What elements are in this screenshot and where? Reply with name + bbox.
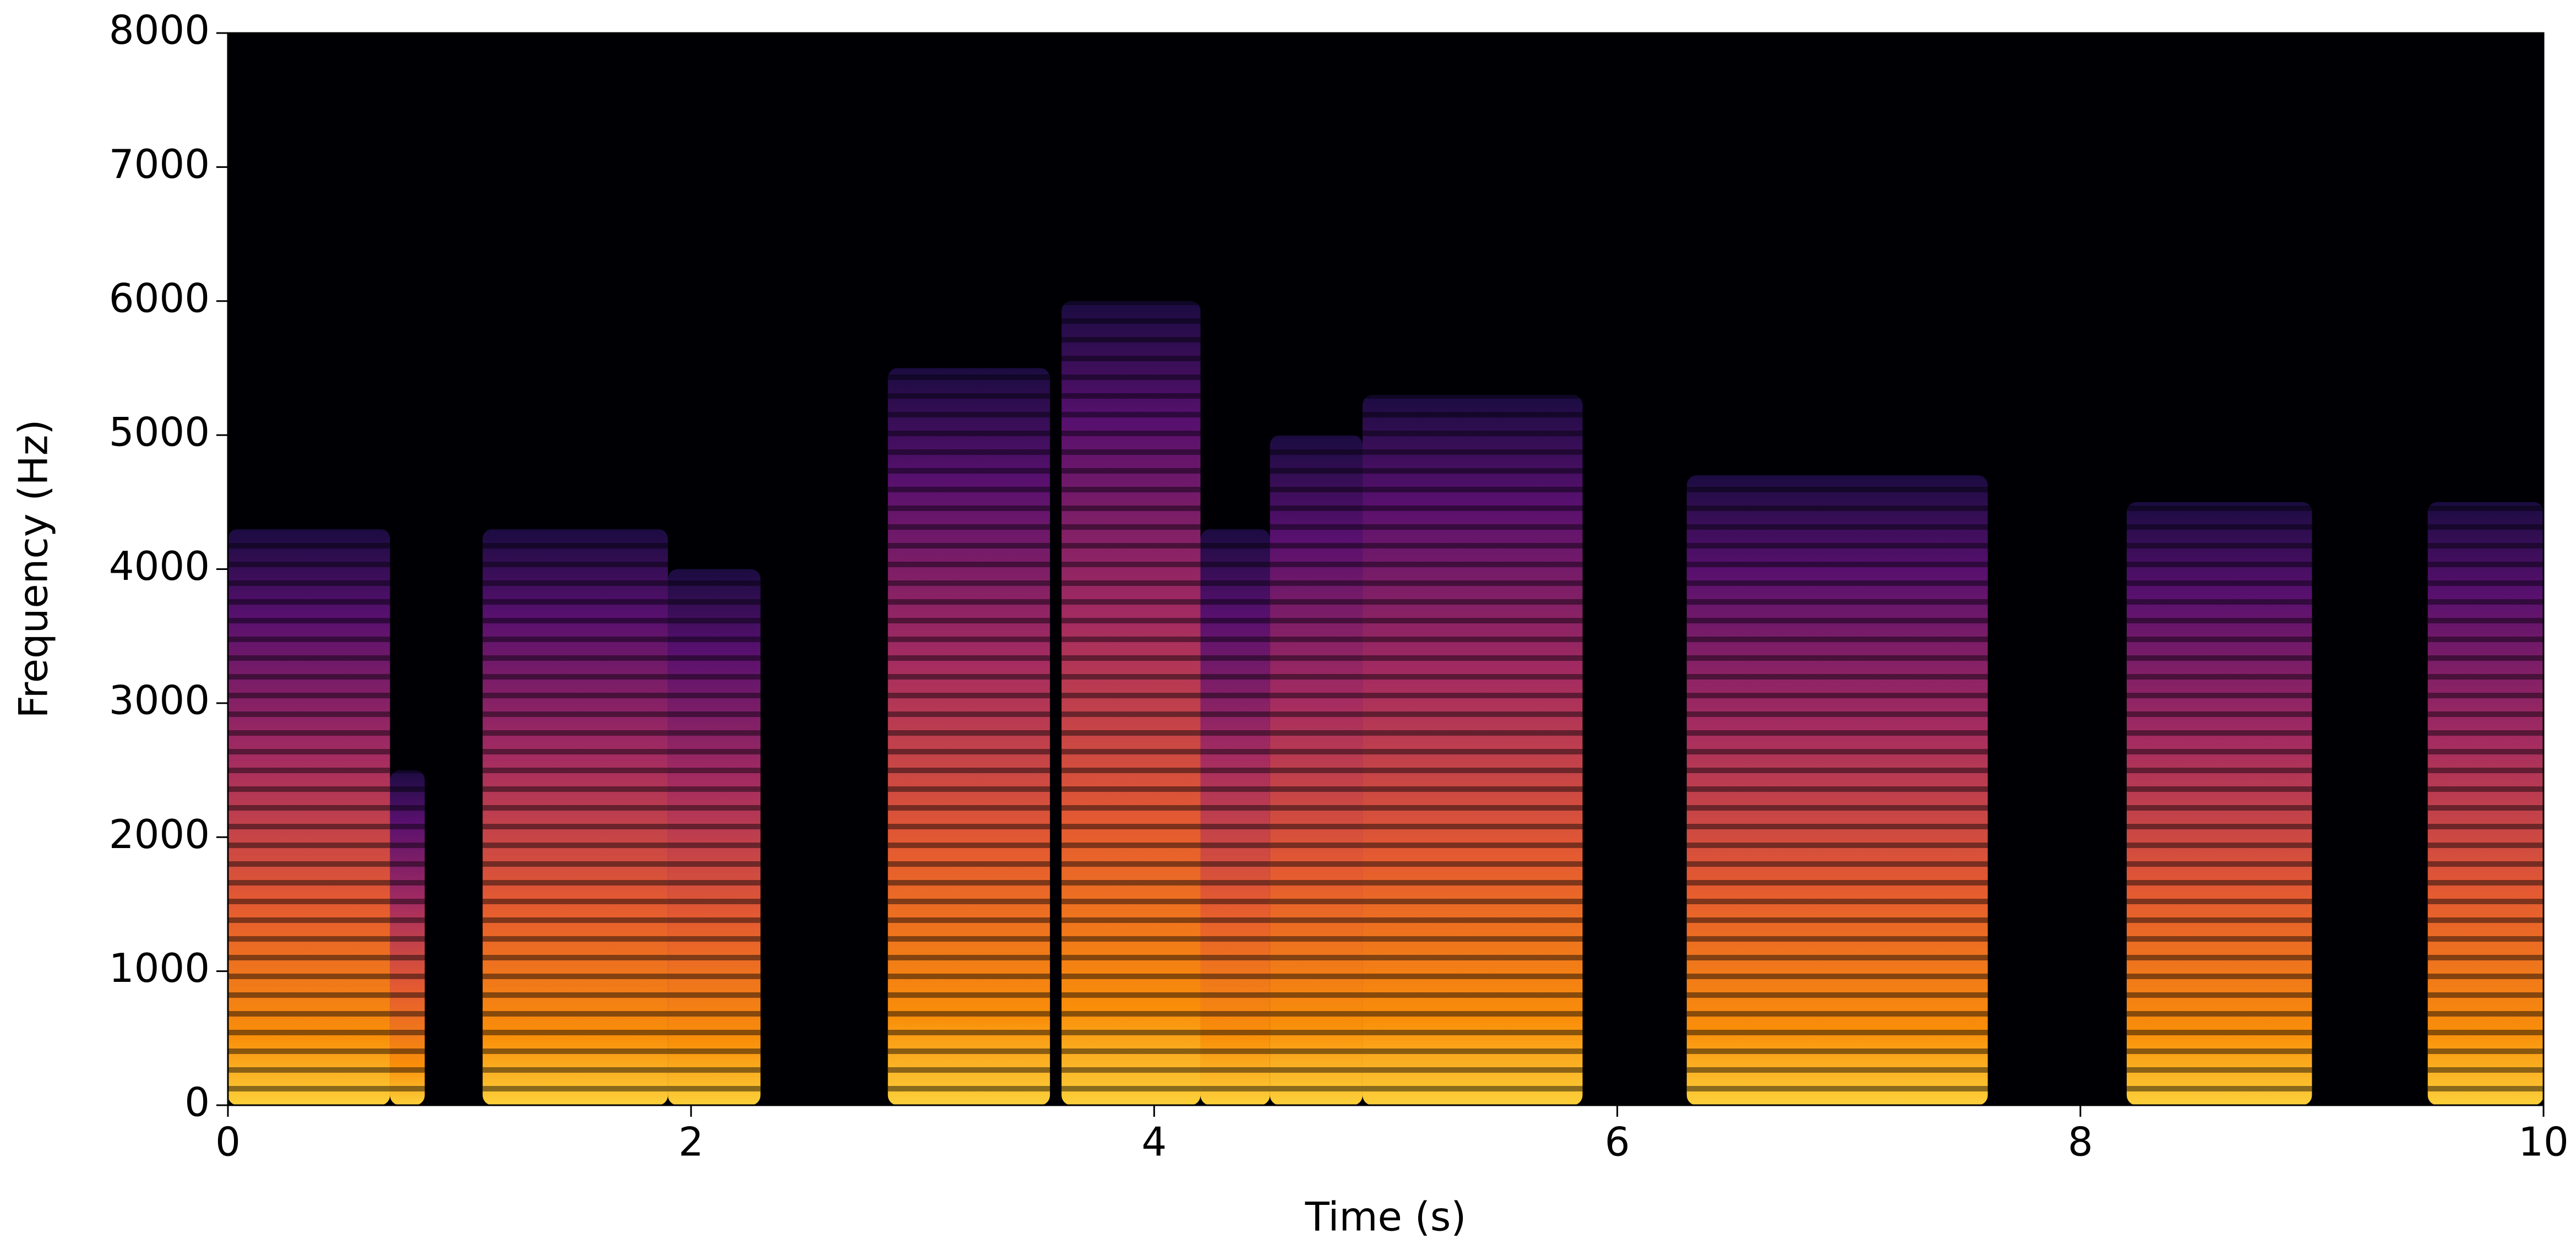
harmonic-striation: [1686, 475, 1988, 1106]
harmonic-striation: [1270, 435, 1363, 1105]
x-tick-label: 10: [2518, 1119, 2569, 1165]
harmonic-striation: [1200, 529, 1270, 1105]
y-tick-label: 8000: [109, 7, 210, 53]
spectrogram-body: [228, 301, 2544, 1106]
x-tick-label: 8: [2068, 1119, 2093, 1165]
y-tick-label: 4000: [109, 543, 210, 589]
y-tick-label: 0: [184, 1079, 210, 1126]
y-tick-label: 3000: [109, 677, 210, 723]
y-tick-label: 2000: [109, 811, 210, 857]
harmonic-striation: [2427, 502, 2544, 1105]
harmonic-striation: [887, 368, 1050, 1105]
x-tick-label: 0: [215, 1119, 241, 1165]
harmonic-striation: [1362, 395, 1583, 1105]
harmonic-striation: [2126, 502, 2312, 1105]
harmonic-striation: [1061, 301, 1201, 1105]
x-tick-label: 6: [1605, 1119, 1630, 1165]
harmonic-striation: [482, 529, 668, 1105]
y-tick-label: 1000: [109, 945, 210, 991]
harmonic-striation: [390, 770, 425, 1105]
y-tick-label: 6000: [109, 275, 210, 321]
x-axis-label: Time (s): [1305, 1194, 1467, 1240]
x-tick-label: 4: [1141, 1119, 1167, 1165]
harmonic-striation: [228, 529, 390, 1105]
harmonic-striation: [668, 569, 761, 1105]
x-tick-label: 2: [678, 1119, 704, 1165]
y-tick-label: 7000: [109, 141, 210, 187]
y-axis-label: Frequency (Hz): [10, 420, 57, 719]
y-tick-label: 5000: [109, 409, 210, 455]
